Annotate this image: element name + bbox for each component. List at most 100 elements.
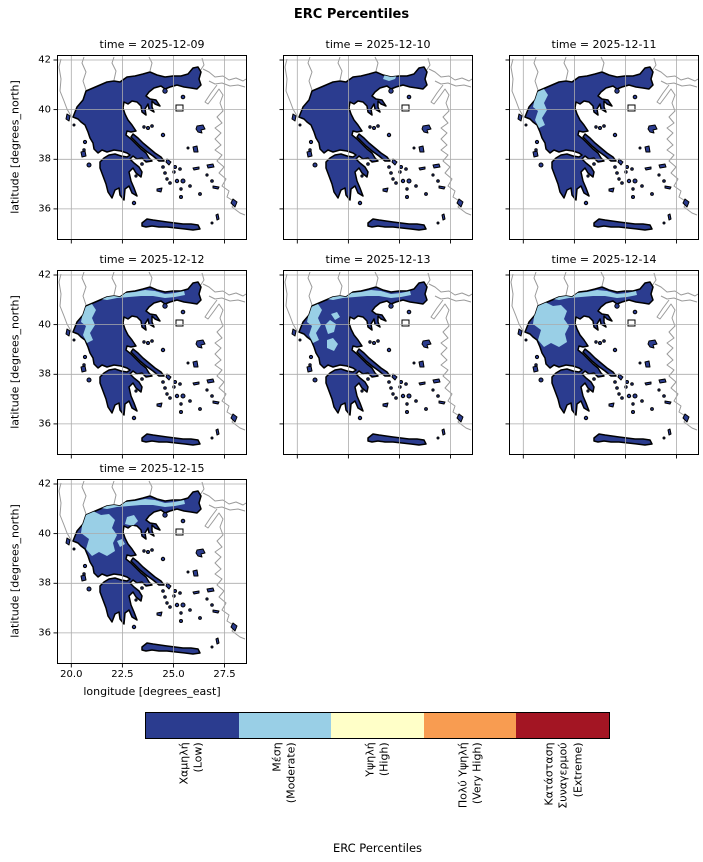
label-english: (Very High)	[470, 742, 484, 804]
greece-land	[524, 66, 654, 231]
y-tick-label: 40	[38, 319, 51, 331]
gridlines	[283, 55, 473, 240]
colorbar: Χαμηλή (Low) Μέση (Moderate) Υψηλή (High…	[145, 712, 610, 834]
lemnos-square-outline	[175, 104, 184, 112]
map-plot	[505, 55, 699, 244]
x-tick-label: 27.5	[213, 669, 236, 680]
figure-title: ERC Percentiles	[293, 7, 410, 22]
lemnos-square-outline	[175, 319, 184, 327]
evia-island	[356, 348, 391, 377]
neighbor-country-borders	[58, 271, 247, 431]
axis-tick-marks	[53, 274, 225, 459]
axes-frame	[57, 479, 247, 664]
y-tick-label: 38	[38, 368, 51, 380]
lemnos-square-outline	[627, 104, 636, 112]
neighbor-country-borders	[58, 480, 247, 640]
subplot-title: time = 2025-12-14	[551, 253, 657, 266]
evia-island	[130, 557, 165, 586]
axis-tick-marks	[53, 59, 225, 244]
greece-map-svg	[505, 270, 699, 459]
x-tick-label: 22.5	[111, 669, 134, 680]
aegean-ionian-islands	[517, 88, 690, 225]
y-tick-label: 36	[38, 203, 51, 215]
colorbar-segment-low	[146, 713, 239, 738]
colorbar-label-low: Χαμηλή (Low)	[145, 740, 238, 834]
colorbar-title: ERC Percentiles	[332, 841, 423, 855]
axes-frame	[283, 270, 473, 455]
neighbor-country-borders	[284, 271, 473, 431]
gridlines	[57, 270, 247, 455]
axes-frame	[57, 270, 247, 455]
y-tick-label: 42	[38, 478, 51, 490]
moderate-class-regions	[533, 89, 548, 128]
evia-island	[582, 133, 617, 162]
axes-frame	[57, 55, 247, 240]
map-plot	[279, 270, 473, 459]
crete-island	[593, 433, 653, 446]
colorbar-tick-labels: Χαμηλή (Low) Μέση (Moderate) Υψηλή (High…	[145, 740, 610, 834]
label-native: Υψηλή	[363, 742, 377, 777]
subplot-title: time = 2025-12-09	[99, 38, 205, 51]
axis-tick-marks	[505, 59, 677, 244]
evia-island	[130, 348, 165, 377]
mainland	[298, 281, 428, 416]
gridlines	[57, 479, 247, 664]
aegean-ionian-islands	[65, 512, 238, 649]
colorbar-segment-very-high	[423, 713, 517, 738]
x-tick-label: 25.0	[162, 669, 185, 680]
y-tick-label: 38	[38, 153, 51, 165]
label-english: (High)	[377, 742, 391, 776]
neighbor-country-borders	[510, 271, 699, 431]
mainland	[298, 66, 428, 201]
mainland	[72, 281, 202, 416]
label-english: (Low)	[191, 742, 205, 773]
label-english: (Moderate)	[284, 742, 298, 803]
evia-island	[130, 133, 165, 162]
greece-land	[298, 66, 428, 231]
crete-island	[141, 218, 201, 231]
lemnos-square-outline	[627, 319, 636, 327]
aegean-ionian-islands	[65, 88, 238, 225]
lemnos-square-outline	[401, 104, 410, 112]
colorbar-segment-extreme	[516, 713, 609, 738]
label-native: Κατάσταση Συναγερμού	[542, 741, 570, 809]
subplot-title: time = 2025-12-10	[325, 38, 431, 51]
y-tick-label: 42	[38, 54, 51, 66]
axis-tick-marks	[53, 483, 225, 668]
crete-island	[593, 218, 653, 231]
lemnos-square-outline	[175, 528, 184, 536]
neighbor-country-borders	[510, 56, 699, 216]
greece-land	[72, 66, 202, 231]
aegean-ionian-islands	[291, 88, 464, 225]
axis-tick-marks	[279, 274, 451, 459]
subplot-title: time = 2025-12-13	[325, 253, 431, 266]
x-axis-label: longitude [degrees_east]	[83, 685, 221, 698]
evia-island	[582, 348, 617, 377]
evia-island	[356, 133, 391, 162]
map-plot	[53, 479, 247, 668]
map-plot	[279, 55, 473, 244]
crete-island	[141, 642, 201, 655]
greece-map-svg	[279, 55, 473, 244]
colorbar-label-extreme: Κατάσταση Συναγερμού (Extreme)	[517, 740, 610, 834]
y-tick-label: 40	[38, 104, 51, 116]
gridlines	[509, 55, 699, 240]
crete-island	[367, 433, 427, 446]
colorbar-strip	[145, 712, 610, 739]
gridlines	[509, 270, 699, 455]
crete-island	[367, 218, 427, 231]
subplot-2025-12-14: time = 2025-12-14	[505, 253, 699, 459]
y-axis-label: latitude [degrees_north]	[8, 80, 22, 214]
aegean-ionian-islands	[291, 303, 464, 440]
gridlines	[283, 270, 473, 455]
axis-tick-marks	[279, 59, 451, 244]
colorbar-label-moderate: Μέση (Moderate)	[238, 740, 331, 834]
label-native: Πολύ Υψηλή	[456, 742, 470, 808]
y-tick-label: 38	[38, 577, 51, 589]
gridlines	[57, 55, 247, 240]
aegean-ionian-islands	[65, 303, 238, 440]
y-axis-label: latitude [degrees_north]	[8, 504, 22, 638]
greece-map-svg	[53, 55, 247, 244]
aegean-ionian-islands	[517, 303, 690, 440]
